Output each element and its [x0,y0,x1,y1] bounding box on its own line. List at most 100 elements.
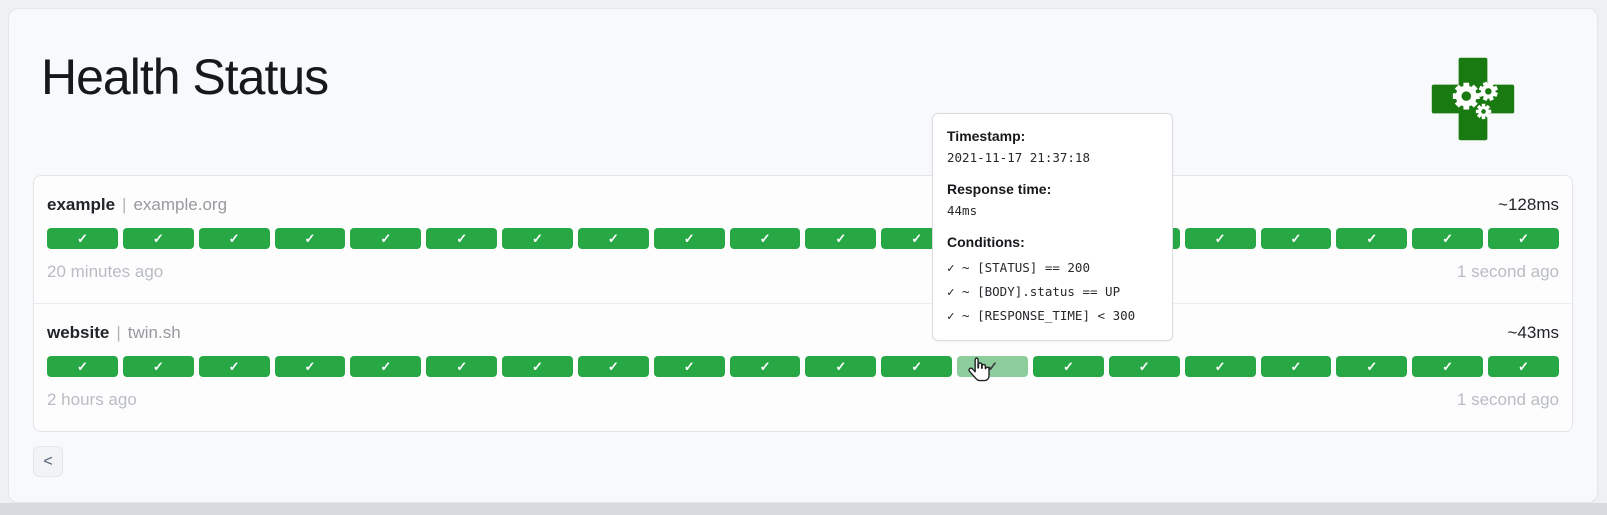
check-icon: ✓ [683,230,695,246]
status-bar[interactable]: ✓ [1032,356,1104,377]
window-bottom-edge [0,503,1607,515]
tooltip-timestamp-value: 2021-11-17 21:37:18 [947,150,1090,165]
status-bar[interactable]: ✓ [1412,356,1484,377]
endpoint-footer: 20 minutes ago 1 second ago [47,259,1559,285]
endpoint-name: example [47,195,116,214]
status-bar[interactable]: ✓ [577,228,649,249]
check-icon: ✓ [228,230,240,246]
check-icon: ✓ [759,230,771,246]
newest-result-timestamp: 1 second ago [1456,390,1559,409]
status-bar[interactable]: ✓ [350,356,422,377]
endpoint-avg-response-time: ~128ms [1498,195,1559,214]
status-bar[interactable]: ✓ [1336,356,1408,377]
status-bar[interactable]: ✓ [1260,228,1332,249]
status-bar[interactable]: ✓ [274,356,346,377]
tooltip-condition: ✓ ~ [RESPONSE_TIME] < 300 [947,308,1136,323]
tooltip-response-time-section: Response time: 44ms [947,179,1158,219]
check-icon: ✓ [1138,358,1150,374]
status-bar[interactable]: ✓ [502,228,573,249]
check-icon: ✓ [1366,230,1378,246]
check-icon: ✓ [532,230,543,246]
status-bar[interactable]: ✓ [1488,356,1559,377]
previous-page-button[interactable]: < [33,446,63,477]
tooltip-response-time-value: 44ms [947,203,978,218]
check-icon: ✓ [228,358,240,374]
tooltip-conditions-list: ✓ ~ [STATUS] == 200 ✓ ~ [BODY].status == … [947,256,1158,328]
check-icon: ✓ [1062,358,1074,374]
status-bar[interactable]: ✓ [805,356,877,377]
status-bar[interactable]: ✓ [122,356,194,377]
tooltip-timestamp-label: Timestamp: [947,128,1026,144]
status-bar[interactable]: ✓ [1260,356,1332,377]
status-bar[interactable]: ✓ [729,356,801,377]
status-bar[interactable]: ✓ [577,356,649,377]
status-bars: ✓✓✓✓✓✓✓✓✓✓✓✓✓✓✓✓✓✓✓✓ [47,356,1559,377]
tooltip-response-time-label: Response time: [947,181,1052,197]
status-bar[interactable]: ✓ [805,228,877,249]
check-icon: ✓ [835,358,847,374]
endpoint-title: example | example.org [47,192,227,218]
status-bar[interactable]: ✓ [47,228,118,249]
check-icon: ✓ [152,358,164,374]
endpoint-footer: 2 hours ago 1 second ago [47,387,1559,413]
tooltip-condition: ✓ ~ [BODY].status == UP [947,284,1121,299]
endpoint-host: example.org [133,195,228,214]
status-bar[interactable]: ✓ [957,356,1028,377]
tooltip-conditions-label: Conditions: [947,234,1025,250]
check-icon: ✓ [911,358,923,374]
endpoint-row: website | twin.sh ~43ms ✓ ✓ ✓ ✓ ✓ ✓ ✓ ✓ ✓ ✓ ✓ ✓ ✓ ✓ ✓ ✓ ✓ ✓… [34,303,1572,431]
check-icon: ✓ [1290,230,1302,246]
endpoint-separator: | [116,323,121,342]
endpoint-header: website | twin.sh ~43ms [47,320,1559,346]
endpoint-avg-response-time: ~43ms [1507,323,1560,342]
endpoint-title: website | twin.sh [47,320,181,346]
endpoint-row: example | example.org ~128ms ✓ ✓ ✓ ✓ ✓ ✓ ✓ ✓ ✓ ✓ ✓ ✓ ✓… [34,176,1572,303]
check-icon: ✓ [987,358,998,374]
check-icon: ✓ [759,358,771,374]
check-icon: ✓ [1214,358,1226,374]
check-icon: ✓ [380,358,392,374]
status-bar[interactable]: ✓ [350,228,422,249]
gear-icon [1452,82,1480,110]
status-bar[interactable]: ✓ [502,356,573,377]
tooltip-conditions-section: Conditions: ✓ ~ [STATUS] == 200 ✓ ~ [BODY… [947,232,1158,328]
gear-icon [1478,81,1498,101]
check-icon: ✓ [911,230,923,246]
status-bar[interactable]: ✓ [653,228,725,249]
status-bar[interactable]: ✓ [198,228,270,249]
check-icon: ✓ [1214,230,1226,246]
status-bar[interactable]: ✓ [1184,228,1256,249]
result-tooltip: Timestamp: 2021-11-17 21:37:18 Response … [932,113,1173,341]
endpoint-separator: | [122,195,127,214]
check-icon: ✓ [456,358,468,374]
tooltip-condition: ✓ ~ [STATUS] == 200 [947,260,1090,275]
status-bars: ✓✓✓✓✓✓✓✓✓✓✓✓✓✓✓✓✓✓✓✓ [47,228,1559,249]
check-icon: ✓ [607,230,619,246]
status-bar[interactable]: ✓ [1184,356,1256,377]
check-icon: ✓ [152,230,164,246]
status-bar[interactable]: ✓ [1336,228,1408,249]
check-icon: ✓ [1442,230,1454,246]
status-bar[interactable]: ✓ [122,228,194,249]
status-bar[interactable]: ✓ [881,356,953,377]
gear-icon [1475,103,1492,120]
page-card: Health Status [8,8,1598,503]
status-bar[interactable]: ✓ [47,356,118,377]
check-icon: ✓ [532,358,543,374]
check-icon: ✓ [76,358,88,374]
status-bar[interactable]: ✓ [426,228,498,249]
check-icon: ✓ [683,358,695,374]
check-icon: ✓ [607,358,619,374]
page-title: Health Status [41,49,329,105]
newest-result-timestamp: 1 second ago [1456,262,1559,281]
status-bar[interactable]: ✓ [653,356,725,377]
status-bar[interactable]: ✓ [1488,228,1559,249]
status-bar[interactable]: ✓ [729,228,801,249]
status-bar[interactable]: ✓ [426,356,498,377]
status-bar[interactable]: ✓ [1108,356,1180,377]
endpoint-host: twin.sh [127,323,181,342]
status-bar[interactable]: ✓ [1412,228,1484,249]
tooltip-timestamp-section: Timestamp: 2021-11-17 21:37:18 [947,126,1158,166]
status-bar[interactable]: ✓ [274,228,346,249]
status-bar[interactable]: ✓ [198,356,270,377]
